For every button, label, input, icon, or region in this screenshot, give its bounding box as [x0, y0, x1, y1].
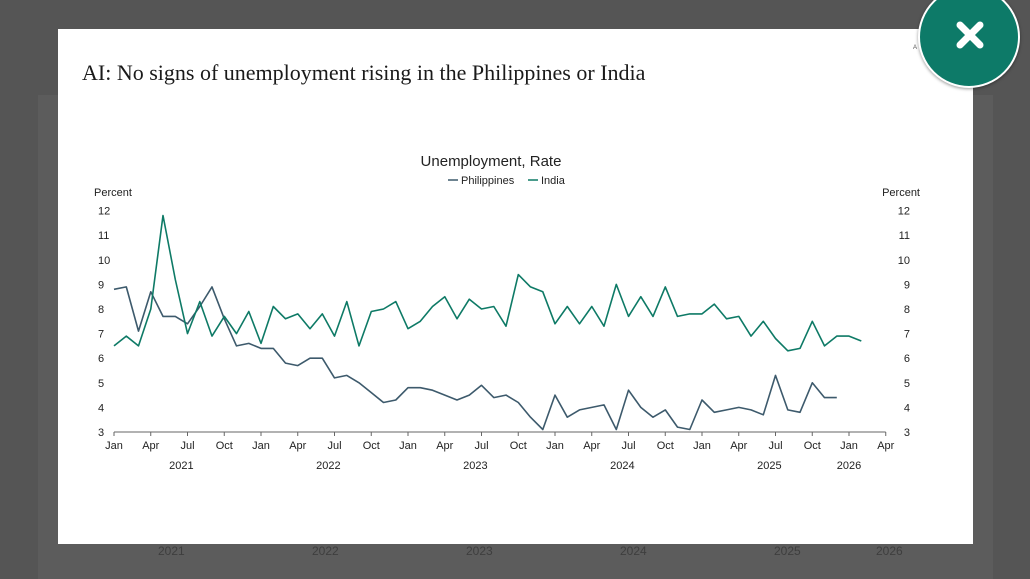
x-tick-label: Jan — [693, 440, 711, 452]
legend-label-india: India — [541, 175, 566, 187]
x-tick-label: Jan — [399, 440, 417, 452]
x-tick-label: Apr — [730, 440, 747, 452]
y-tick-label-right: 10 — [898, 255, 910, 267]
y-tick-label-left: 3 — [98, 427, 104, 439]
y-tick-label-right: 7 — [904, 329, 910, 341]
y-tick-label-left: 9 — [98, 279, 104, 291]
close-icon — [956, 21, 984, 49]
x-tick-label: Jan — [840, 440, 858, 452]
series-line-india — [113, 214, 862, 352]
x-year-label: 2024 — [610, 460, 634, 472]
close-button[interactable] — [918, 0, 1020, 88]
y-tick-label-right: 8 — [904, 304, 910, 316]
x-tick-label: Oct — [510, 440, 527, 452]
backdrop-year-label: 2026 — [876, 544, 903, 558]
chart-modal: AI: No signs of unemployment rising in t… — [58, 29, 973, 544]
x-tick-label: Oct — [804, 440, 821, 452]
chart-title: Unemployment, Rate — [421, 153, 562, 170]
y-tick-label-right: 4 — [904, 402, 910, 414]
right-axis-unit-label: Percent — [882, 187, 920, 199]
x-tick-label: Oct — [363, 440, 380, 452]
y-tick-label-right: 6 — [904, 353, 910, 365]
x-year-label: 2026 — [837, 460, 861, 472]
x-year-label: 2025 — [757, 460, 781, 472]
x-tick-label: Oct — [216, 440, 233, 452]
y-tick-label-right: 9 — [904, 279, 910, 291]
y-tick-label-left: 5 — [98, 378, 104, 390]
backdrop-year-label: 2025 — [774, 544, 801, 558]
x-year-label: 2023 — [463, 460, 487, 472]
corner-mark: A — [913, 45, 918, 51]
x-tick-label: Apr — [289, 440, 306, 452]
left-axis-unit-label: Percent — [94, 187, 132, 199]
y-tick-label-right: 12 — [898, 206, 910, 218]
unemployment-chart: Unemployment, Rate Philippines India Percen… — [94, 153, 920, 472]
y-tick-label-right: 3 — [904, 427, 910, 439]
x-year-label: 2021 — [169, 460, 193, 472]
backdrop-year-label: 2021 — [158, 544, 185, 558]
x-tick-label: Apr — [142, 440, 159, 452]
x-tick-label: Jul — [327, 440, 341, 452]
x-tick-label: Jul — [180, 440, 194, 452]
x-tick-label: Jan — [252, 440, 270, 452]
x-tick-label: Apr — [436, 440, 453, 452]
legend-label-philippines: Philippines — [461, 175, 515, 187]
y-tick-label-left: 10 — [98, 255, 110, 267]
x-tick-label: Oct — [657, 440, 674, 452]
y-tick-label-left: 12 — [98, 206, 110, 218]
x-year-label: 2022 — [316, 460, 340, 472]
x-tick-label: Jan — [105, 440, 123, 452]
modal-title: AI: No signs of unemployment rising in t… — [82, 60, 646, 85]
x-tick-label: Jul — [474, 440, 488, 452]
x-tick-label: Jan — [546, 440, 564, 452]
y-tick-label-left: 8 — [98, 304, 104, 316]
backdrop-year-label: 2023 — [466, 544, 493, 558]
y-tick-label-right: 5 — [904, 378, 910, 390]
backdrop-year-label: 2022 — [312, 544, 339, 558]
x-tick-label: Jul — [768, 440, 782, 452]
y-tick-label-right: 11 — [899, 230, 910, 242]
y-tick-label-left: 4 — [98, 402, 104, 414]
y-tick-label-left: 11 — [98, 230, 109, 242]
y-tick-label-left: 7 — [98, 329, 104, 341]
backdrop-year-label: 2024 — [620, 544, 647, 558]
x-tick-label: Jul — [621, 440, 635, 452]
series-line-philippines — [113, 286, 837, 431]
y-tick-label-left: 6 — [98, 353, 104, 365]
x-tick-label: Apr — [583, 440, 600, 452]
x-tick-label: Apr — [877, 440, 894, 452]
